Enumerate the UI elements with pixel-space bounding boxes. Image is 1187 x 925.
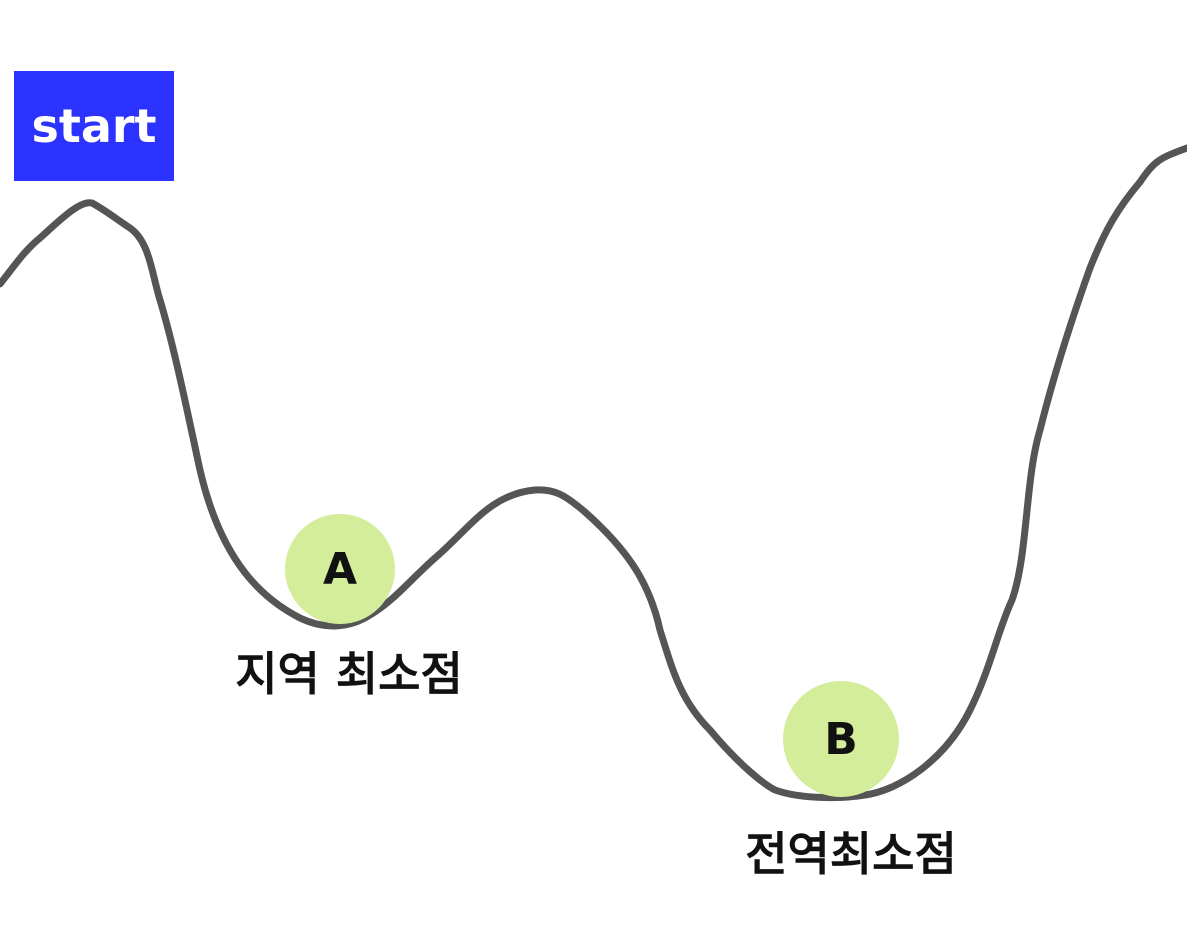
start-marker: start <box>14 71 174 181</box>
ball-a-label: A <box>322 543 358 595</box>
global-minimum-label: 전역최소점 <box>745 827 957 881</box>
start-label: start <box>31 99 157 153</box>
ball-global-minimum: B <box>783 681 899 797</box>
ball-b-label: B <box>824 713 858 765</box>
ball-local-minimum: A <box>285 514 395 624</box>
local-minimum-label: 지역 최소점 <box>235 647 463 701</box>
loss-curve <box>0 144 1187 802</box>
